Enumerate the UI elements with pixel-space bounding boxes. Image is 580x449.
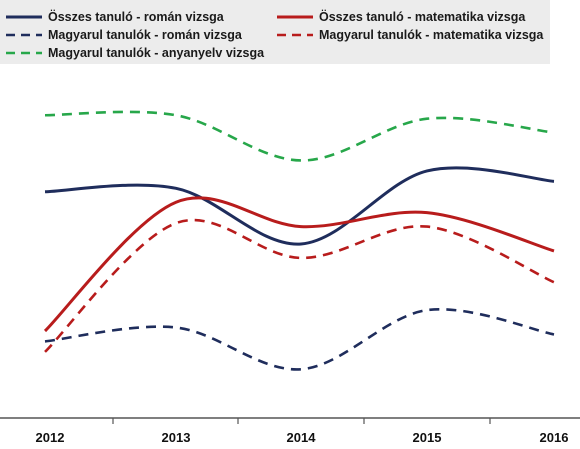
x-tick-marks <box>112 418 491 424</box>
legend-label: Magyarul tanulók - román vizsga <box>48 28 242 42</box>
legend-label: Összes tanuló - román vizsga <box>48 10 224 24</box>
series-line-1 <box>44 166 555 246</box>
legend-item: Összes tanuló - román vizsga <box>6 10 224 24</box>
x-tick-label: 2012 <box>36 430 65 445</box>
legend-swatch <box>277 15 313 19</box>
x-tick-label: 2015 <box>413 430 442 445</box>
legend-swatch <box>6 33 42 37</box>
series-line-2 <box>43 196 555 333</box>
series-line-5 <box>44 110 555 162</box>
legend: Összes tanuló - román vizsga Összes tanu… <box>0 0 550 64</box>
x-tick-label: 2016 <box>540 430 569 445</box>
legend-label: Összes tanuló - matematika vizsga <box>319 10 526 24</box>
series-line-3 <box>44 308 555 371</box>
legend-swatch <box>6 51 42 55</box>
legend-swatch <box>277 33 313 37</box>
series-line-4 <box>44 218 555 353</box>
legend-label: Magyarul tanulók - matematika vizsga <box>319 28 544 42</box>
legend-swatch <box>6 15 42 19</box>
legend-item: Összes tanuló - matematika vizsga <box>277 10 525 24</box>
series-lines <box>43 110 555 371</box>
legend-label: Magyarul tanulók - anyanyelv vizsga <box>48 46 265 60</box>
x-tick-label: 2014 <box>287 430 317 445</box>
legend-item: Magyarul tanulók - román vizsga <box>6 28 242 42</box>
x-tick-label: 2013 <box>162 430 191 445</box>
legend-item: Magyarul tanulók - matematika vizsga <box>277 28 543 42</box>
legend-item: Magyarul tanulók - anyanyelv vizsga <box>6 46 264 60</box>
